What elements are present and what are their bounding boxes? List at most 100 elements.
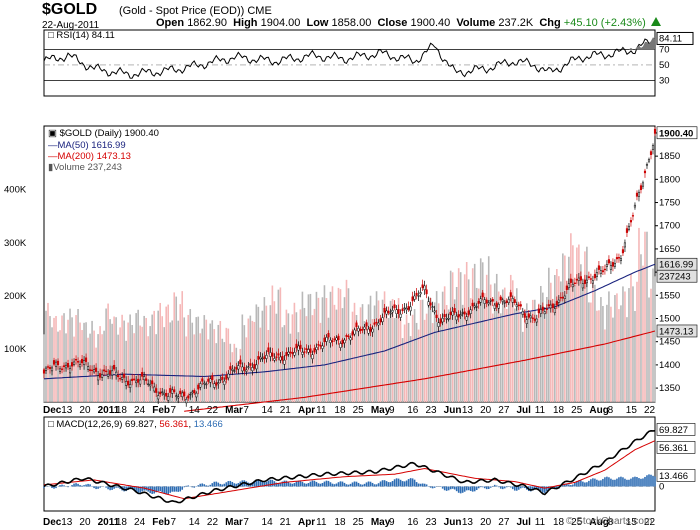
volume-bar [493, 283, 496, 402]
macd-hist-bar [405, 480, 408, 487]
macd-hist-bar [475, 486, 478, 491]
volume-bar [279, 287, 282, 402]
candle-body [433, 310, 436, 313]
volume-bar [548, 267, 550, 402]
candle-body [72, 361, 76, 365]
volume-bar [325, 297, 328, 402]
volume-bar [513, 308, 516, 402]
candle-body [315, 347, 318, 351]
volume-bar [509, 274, 512, 402]
volume-bar [423, 319, 426, 402]
candle-body [317, 344, 320, 346]
candle-body [497, 303, 500, 309]
macd-hist-bar [353, 481, 356, 487]
volume-value: 237.2K [498, 17, 534, 29]
candle-body [631, 215, 635, 217]
candle-body [481, 292, 484, 298]
candle-body [477, 301, 480, 304]
candle-body [48, 367, 52, 369]
volume-bar [421, 299, 424, 402]
macd-hist-bar [63, 485, 65, 487]
candle-body [429, 302, 432, 306]
x-axis-label: 22 [644, 517, 656, 528]
x-axis-label: 25 [353, 405, 365, 416]
candle-body [249, 363, 252, 366]
volume-bar [636, 281, 638, 402]
candle-body [623, 242, 627, 248]
macd-hist-bar [379, 481, 382, 487]
candle-body [241, 366, 244, 372]
candle-body [373, 322, 376, 325]
volume-bar [614, 295, 616, 402]
x-axis-label: 18 [553, 405, 565, 416]
candle-body [387, 310, 390, 314]
volume-bar [461, 304, 464, 402]
volume-bar [381, 299, 384, 402]
candle-body [431, 306, 434, 308]
macd-hist-bar [570, 485, 572, 487]
candle-body [641, 182, 645, 187]
volume-bar [175, 296, 178, 402]
ma200-line [184, 330, 656, 412]
candle-body [313, 348, 316, 353]
candle-body [469, 309, 472, 314]
symbol-title: $GOLD [42, 1, 98, 18]
price-tick-label: 1550 [659, 290, 680, 301]
volume-bar [634, 310, 636, 402]
macd-hist-bar [289, 483, 292, 487]
volume-bar [403, 324, 406, 402]
candle-body [261, 358, 264, 360]
candle-body [565, 285, 568, 290]
macd-hist-bar [469, 486, 472, 491]
macd-hist-bar [95, 486, 97, 490]
candle-body [351, 331, 354, 336]
x-axis-label: Dec [43, 405, 62, 416]
macd-hist-bar [53, 486, 55, 489]
candle-body [357, 327, 360, 332]
macd-hist-bar [509, 486, 512, 488]
volume-bar [471, 268, 474, 402]
candle-body [195, 392, 198, 398]
macd-hist-bar [67, 486, 69, 488]
macd-hist-bar [203, 484, 206, 487]
x-axis-label: Jun [444, 517, 462, 528]
x-axis-label: 22 [207, 517, 219, 528]
candle-body [287, 351, 290, 355]
candle-body [295, 343, 298, 349]
macd-hist-bar [77, 483, 79, 487]
candle-body [611, 262, 614, 267]
candle-body [345, 335, 348, 337]
macd-legend-hist: 13.466 [193, 419, 223, 430]
volume-bar [497, 291, 500, 402]
volume-bar [215, 343, 218, 402]
candle-body [161, 391, 164, 393]
panel-rsi [43, 29, 656, 97]
candle-body [99, 373, 102, 378]
macd-hist-bar [295, 481, 298, 487]
close-price-box [656, 126, 698, 140]
candle-body [455, 315, 458, 321]
rsi-tick-label: 30 [659, 75, 670, 86]
volume-bar [359, 307, 362, 402]
candle-body [599, 270, 602, 274]
volume-bar [181, 291, 184, 402]
candle-body [385, 310, 388, 315]
candle-body [593, 274, 596, 279]
candle-body [299, 344, 302, 349]
candle-body [461, 312, 464, 314]
volume-bar [235, 347, 238, 402]
macd-hist-bar [546, 486, 548, 492]
ma50-legend: —MA(50) 1616.99 [48, 140, 126, 151]
macd-hist-bar [225, 482, 228, 487]
macd-hist-bar [534, 486, 536, 490]
macd-hist-bar [616, 478, 618, 487]
x-axis-label: 25 [353, 517, 365, 528]
x-axis-label: 15 [626, 405, 638, 416]
macd-hist-bar [329, 482, 332, 487]
volume-bar [435, 291, 438, 402]
candle-body [369, 327, 372, 332]
macd-hist-bar [499, 486, 502, 489]
candle-body [135, 380, 138, 384]
macd-hist-bar [175, 486, 178, 492]
candle-body [275, 356, 278, 358]
